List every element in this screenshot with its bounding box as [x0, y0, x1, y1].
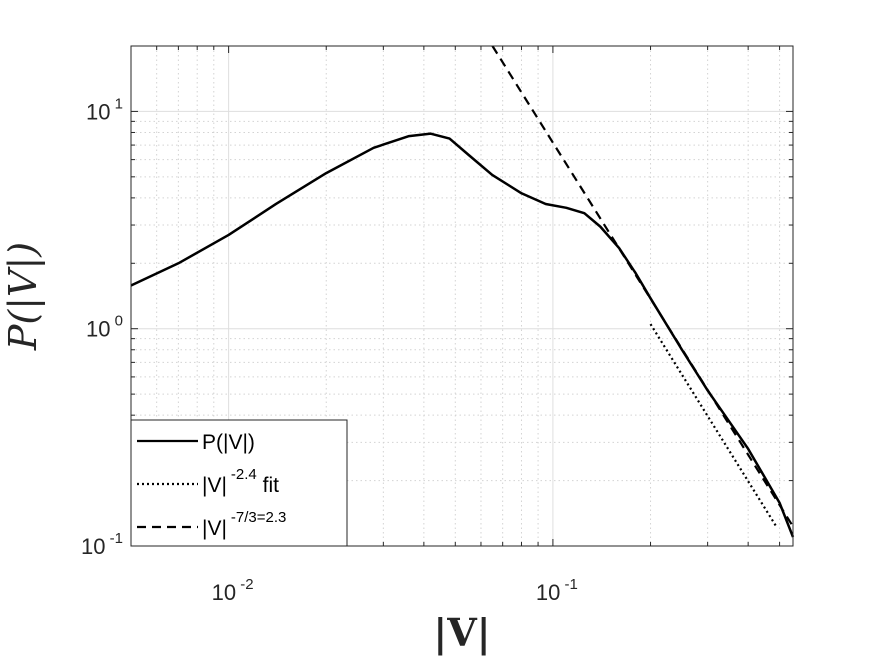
x-tick-label: 10 -1 — [536, 576, 578, 605]
plot-area-frame — [130, 45, 794, 547]
y-tick-label: 10 1 — [86, 95, 123, 124]
legend-label-2: |V| -2.4 fit — [202, 466, 279, 497]
y-tick-label: 10 0 — [86, 313, 123, 342]
series-layer — [130, 45, 795, 538]
x-tick-labels: 10 -2 10 -1 — [212, 576, 578, 605]
x-axis-label: |V| — [433, 610, 490, 655]
legend: P(|V|) |V| -2.4 fit |V| -7/3=2.3 — [130, 419, 348, 547]
legend-label-3: |V| -7/3=2.3 — [202, 509, 286, 540]
x-tick-label: 10 -2 — [212, 576, 254, 605]
series-line-3 — [491, 45, 794, 528]
y-axis-label: P(|V|) — [1, 242, 45, 351]
legend-label-1: P(|V|) — [202, 431, 255, 454]
y-tick-label: 10 -1 — [81, 530, 123, 559]
y-tick-labels: 10 -1 10 0 10 1 — [81, 95, 123, 559]
